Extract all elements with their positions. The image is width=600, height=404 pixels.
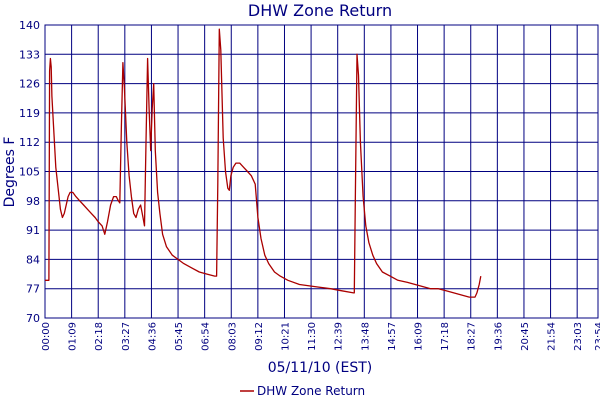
plot-border bbox=[44, 24, 599, 319]
grid bbox=[44, 24, 599, 319]
x-tick-label: 03:27 bbox=[121, 322, 132, 351]
y-axis-label: Degrees F bbox=[2, 137, 18, 208]
x-tick-label: 04:36 bbox=[147, 322, 158, 351]
y-tick-label: 126 bbox=[19, 78, 40, 91]
x-tick-label: 13:48 bbox=[360, 322, 371, 351]
x-tick-label: 14:57 bbox=[387, 322, 398, 351]
y-tick-labels: 70 77 84 91 98 105 112 119 126 133 140 bbox=[19, 19, 40, 325]
x-tick-label: 21:54 bbox=[547, 322, 558, 351]
series-layer bbox=[45, 28, 482, 298]
y-tick-label: 140 bbox=[19, 19, 40, 32]
y-tick-label: 70 bbox=[26, 312, 40, 325]
x-tick-label: 17:18 bbox=[440, 322, 451, 351]
x-tick-label: 06:54 bbox=[201, 322, 212, 351]
y-tick-label: 112 bbox=[19, 136, 40, 149]
x-tick-label: 16:09 bbox=[414, 322, 425, 351]
x-tick-label: 19:36 bbox=[493, 322, 504, 351]
x-tick-label: 23:54 bbox=[594, 322, 600, 351]
x-tick-label: 18:27 bbox=[467, 322, 478, 351]
legend-label: DHW Zone Return bbox=[257, 384, 365, 398]
series-line-0 bbox=[45, 28, 482, 298]
x-tick-label: 23:03 bbox=[573, 322, 584, 351]
x-tick-labels: 00:00 01:09 02:18 03:27 04:36 05:45 06:54 08:03… bbox=[41, 322, 600, 351]
x-tick-label: 20:45 bbox=[520, 322, 531, 351]
x-tick-label: 02:18 bbox=[94, 322, 105, 351]
x-tick-label: 00:00 bbox=[41, 322, 52, 351]
x-tick-label: 05:45 bbox=[174, 322, 185, 351]
y-tick-label: 105 bbox=[19, 166, 40, 179]
x-tick-label: 11:30 bbox=[307, 322, 318, 351]
y-tick-label: 133 bbox=[19, 48, 40, 61]
x-tick-label: 12:39 bbox=[334, 322, 345, 351]
y-tick-label: 77 bbox=[26, 283, 40, 296]
chart-title: DHW Zone Return bbox=[248, 1, 392, 20]
x-tick-label: 09:12 bbox=[254, 322, 265, 351]
y-tick-label: 84 bbox=[26, 253, 40, 266]
y-tick-label: 91 bbox=[26, 224, 40, 237]
y-tick-label: 98 bbox=[26, 195, 40, 208]
x-tick-label: 10:21 bbox=[280, 322, 291, 351]
x-tick-label: 08:03 bbox=[227, 322, 238, 351]
x-axis-label: 05/11/10 (EST) bbox=[268, 360, 373, 376]
legend: DHW Zone Return bbox=[240, 384, 365, 398]
x-tick-label: 01:09 bbox=[68, 322, 79, 351]
y-tick-label: 119 bbox=[19, 107, 40, 120]
